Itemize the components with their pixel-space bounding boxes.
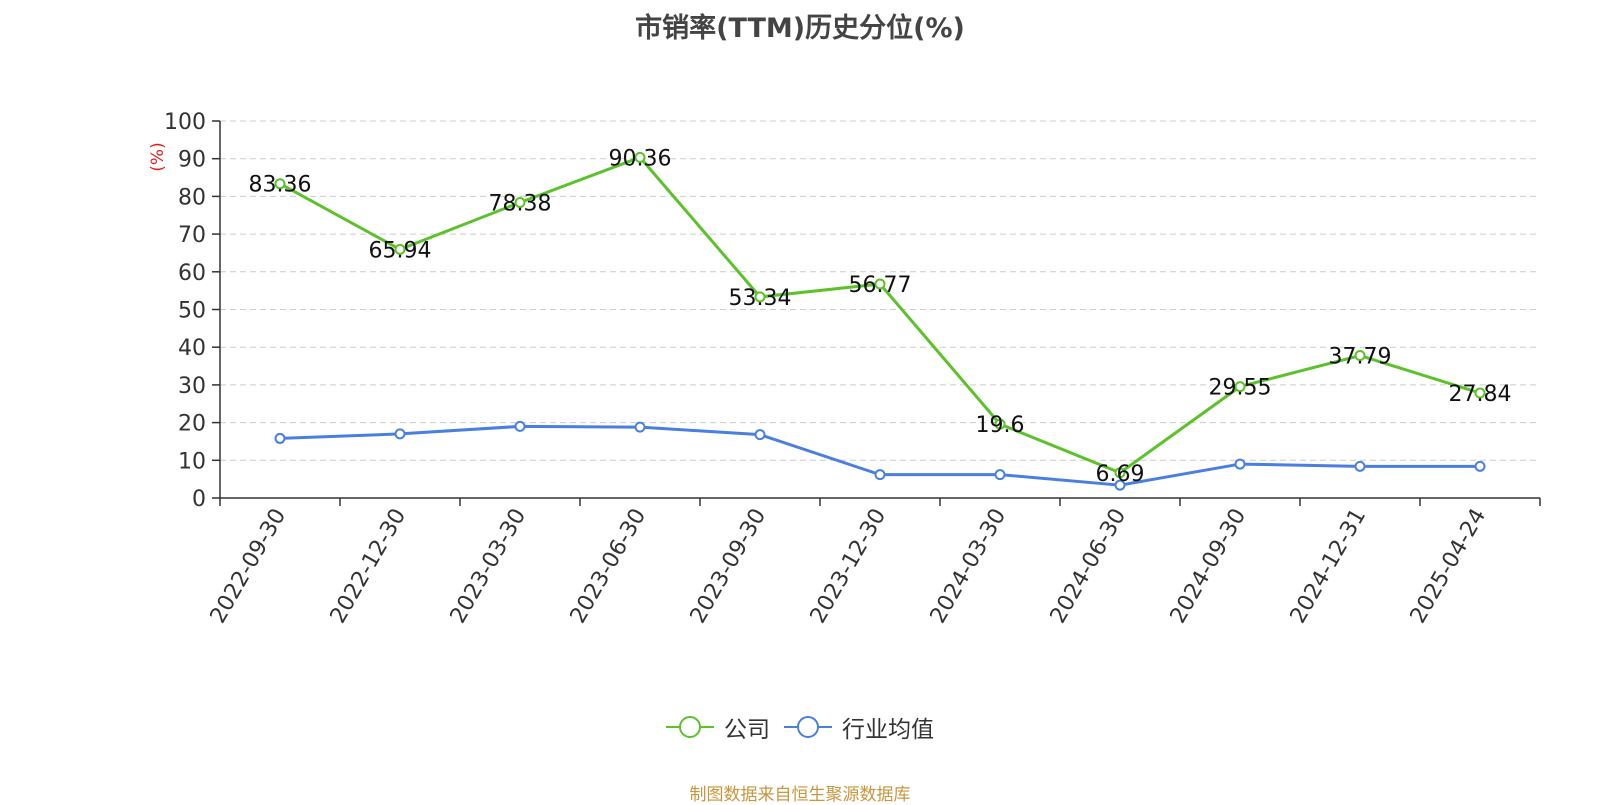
company-point (1114, 467, 1126, 479)
x-tick-label: 2025-04-24 (1406, 505, 1492, 628)
y-tick-label: 50 (178, 299, 206, 324)
industry-point (634, 421, 646, 433)
company-point (1354, 350, 1366, 362)
industry-point (754, 429, 766, 441)
legend-item-industry[interactable]: 行业均值 (784, 710, 934, 744)
y-tick-label: 30 (178, 374, 206, 399)
y-axis-label: (%) (148, 142, 168, 171)
company-point (634, 151, 646, 163)
y-tick-label: 10 (178, 449, 206, 474)
legend-industry-icon (784, 716, 832, 738)
company-data-label: 53.34 (729, 286, 792, 311)
industry-point (514, 420, 526, 432)
x-tick-label: 2024-06-30 (1046, 505, 1132, 628)
x-tick-label: 2024-09-30 (1166, 505, 1252, 628)
company-point (1474, 387, 1486, 399)
company-point (274, 178, 286, 190)
x-tick-label: 2023-03-30 (446, 505, 532, 628)
legend-industry-label: 行业均值 (842, 717, 934, 743)
company-data-label: 78.38 (489, 192, 552, 217)
company-point (994, 418, 1006, 430)
source-note: 制图数据来自恒生聚源数据库 (689, 785, 911, 805)
company-data-label: 65.94 (369, 238, 432, 263)
company-point (394, 243, 406, 255)
industry-point (274, 432, 286, 444)
legend-company-label: 公司 (724, 717, 770, 743)
company-data-label: 29.55 (1209, 376, 1272, 401)
industry-point (1354, 460, 1366, 472)
industry-point (394, 428, 406, 440)
y-tick-label: 100 (164, 110, 206, 135)
x-tick-label: 2023-06-30 (566, 505, 652, 628)
company-data-label: 37.79 (1329, 345, 1392, 370)
company-data-label: 6.69 (1096, 462, 1145, 487)
x-tick-label: 2023-12-30 (806, 505, 892, 628)
company-data-label: 56.77 (849, 273, 912, 298)
x-tick-label: 2024-12-31 (1286, 505, 1372, 628)
x-tick-label: 2022-09-30 (206, 505, 292, 628)
industry-point (1474, 460, 1486, 472)
company-point (514, 197, 526, 209)
x-tick-label: 2022-12-30 (326, 505, 412, 628)
company-data-label: 83.36 (249, 173, 312, 198)
company-data-label: 90.36 (609, 146, 672, 171)
company-point (754, 291, 766, 303)
x-tick-label: 2024-03-30 (926, 505, 1012, 628)
y-tick-label: 80 (178, 185, 206, 210)
y-tick-label: 40 (178, 336, 206, 361)
legend-item-company[interactable]: 公司 (666, 710, 770, 744)
y-tick-label: 70 (178, 223, 206, 248)
industry-point (874, 469, 886, 481)
y-tick-label: 60 (178, 261, 206, 286)
y-tick-label: 20 (178, 412, 206, 437)
industry-point (1114, 479, 1126, 491)
y-tick-label: 90 (178, 148, 206, 173)
company-point (1234, 381, 1246, 393)
company-point (874, 278, 886, 290)
company-data-label: 19.6 (976, 413, 1025, 438)
industry-point (1234, 458, 1246, 470)
line-chart: 0 10 20 30 40 50 60 70 80 90 100 (%) 2022-09-30 2022-… (148, 110, 1541, 628)
y-tick-label: 0 (192, 487, 206, 512)
legend: 公司 行业均值 (0, 710, 1600, 744)
industry-point (994, 469, 1006, 481)
company-data-label: 27.84 (1449, 382, 1512, 407)
chart-title: 市销率(TTM)历史分位(%) (635, 13, 965, 44)
x-tick-label: 2023-09-30 (686, 505, 772, 628)
legend-company-icon (666, 716, 714, 738)
company-line (279, 155, 1481, 475)
